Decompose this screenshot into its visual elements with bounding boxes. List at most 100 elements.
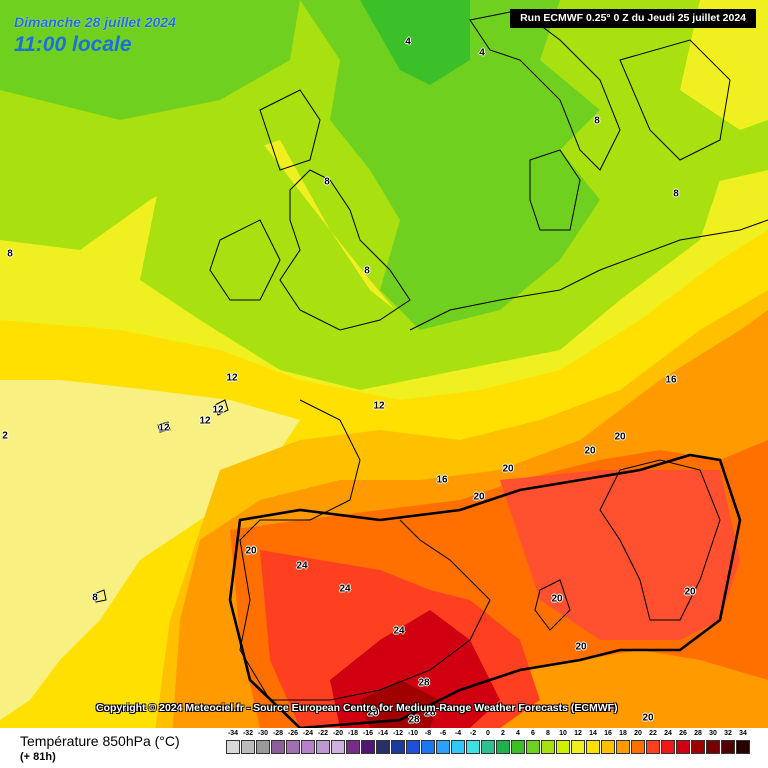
legend-title: Température 850hPa (°C) <box>20 733 180 749</box>
forecast-date: Dimanche 28 juillet 2024 <box>14 14 176 30</box>
scale-tick-label: 14 <box>589 730 597 737</box>
scale-swatch <box>736 740 750 754</box>
scale-swatch <box>226 740 240 754</box>
scale-tick-label: 26 <box>679 730 687 737</box>
temp-band-8 <box>140 140 730 390</box>
isotherm-label: 28 <box>418 677 430 689</box>
isotherm-label: 12 <box>373 400 385 412</box>
isotherm-label: 12 <box>212 404 224 416</box>
scale-tick-label: 4 <box>516 730 520 737</box>
isotherm-label: 20 <box>473 491 485 503</box>
scale-swatch <box>496 740 510 754</box>
scale-swatch <box>586 740 600 754</box>
scale-swatch <box>481 740 495 754</box>
scale-tick-label: 34 <box>739 730 747 737</box>
scale-swatch <box>631 740 645 754</box>
scale-swatch <box>286 740 300 754</box>
isotherm-label: 28 <box>408 714 420 726</box>
forecast-local-time: 11:00 locale <box>14 33 132 56</box>
scale-tick-label: 0 <box>486 730 490 737</box>
scale-tick-label: -24 <box>302 730 314 737</box>
scale-tick-label: -6 <box>439 730 447 737</box>
scale-swatch <box>316 740 330 754</box>
scale-swatch <box>436 740 450 754</box>
scale-swatch <box>676 740 690 754</box>
scale-tick-label: -32 <box>242 730 254 737</box>
scale-swatch <box>361 740 375 754</box>
scale-tick-label: -2 <box>469 730 477 737</box>
scale-swatch <box>646 740 660 754</box>
scale-tick-label: -12 <box>392 730 404 737</box>
scale-tick-label: 32 <box>724 730 732 737</box>
isotherm-label: 8 <box>364 265 370 277</box>
scale-swatch <box>706 740 720 754</box>
isotherm-label: 20 <box>245 545 257 557</box>
isotherm-label: 12 <box>199 415 211 427</box>
scale-swatch <box>571 740 585 754</box>
scale-tick-label: -28 <box>272 730 284 737</box>
scale-swatch <box>331 740 345 754</box>
scale-tick-label: -8 <box>424 730 432 737</box>
scale-tick-label: 24 <box>664 730 672 737</box>
model-run-info: Run ECMWF 0.25° 0 Z du Jeudi 25 juillet … <box>510 9 756 28</box>
isotherm-label: 8 <box>324 176 330 188</box>
scale-swatch <box>421 740 435 754</box>
isotherm-label: 24 <box>339 583 351 595</box>
scale-tick-label: -34 <box>227 730 239 737</box>
isotherm-label: 4 <box>405 36 411 48</box>
isotherm-label: 20 <box>684 586 696 598</box>
lead-time: (+ 81h) <box>20 751 56 763</box>
scale-swatch <box>511 740 525 754</box>
scale-tick-label: -14 <box>377 730 389 737</box>
scale-swatch <box>691 740 705 754</box>
isotherm-label: 16 <box>436 474 448 486</box>
scale-tick-label: 22 <box>649 730 657 737</box>
isotherm-label: 20 <box>367 707 379 719</box>
scale-tick-label: -30 <box>257 730 269 737</box>
isotherm-20-contour <box>228 453 742 728</box>
temp-band-12-ocean <box>0 380 300 720</box>
scale-swatch <box>376 740 390 754</box>
temp-band-22-italy <box>500 470 740 640</box>
scale-swatch <box>721 740 735 754</box>
color-scale: -34 -32 -30 -28 -26 -24 -22 -20 -18 -16 -14 -12 -10-… <box>226 728 754 764</box>
scale-swatch <box>256 740 270 754</box>
scale-swatch <box>556 740 570 754</box>
isotherm-label: 16 <box>665 374 677 386</box>
scale-tick-label: 28 <box>694 730 702 737</box>
isotherm-label: 12 <box>158 422 170 434</box>
scale-tick-label: -26 <box>287 730 299 737</box>
scale-swatch <box>601 740 615 754</box>
temp-band-4 <box>300 0 600 330</box>
scale-tick-label: -20 <box>332 730 344 737</box>
scale-swatch <box>616 740 630 754</box>
coastlines <box>93 9 768 701</box>
scale-tick-label: 20 <box>634 730 642 737</box>
isotherm-label: 20 <box>584 445 596 457</box>
isotherm-label: 8 <box>594 115 600 127</box>
scale-swatch <box>271 740 285 754</box>
temp-band-4-west <box>0 0 300 120</box>
scale-swatch <box>661 740 675 754</box>
scale-tick-label: 12 <box>574 730 582 737</box>
scale-tick-label: 2 <box>501 730 505 737</box>
scale-swatch <box>301 740 315 754</box>
scale-swatch <box>346 740 360 754</box>
isotherm-label: 8 <box>673 188 679 200</box>
scale-swatch <box>406 740 420 754</box>
legend-footer: Température 850hPa (°C) (+ 81h) -34 -32 -3… <box>0 728 768 768</box>
isotherm-label: 20 <box>614 431 626 443</box>
isotherm-label: 2 <box>2 430 8 442</box>
isotherm-label: 4 <box>479 47 485 59</box>
isotherm-label: 8 <box>7 248 13 260</box>
temp-band-2 <box>360 0 470 85</box>
scale-swatch <box>466 740 480 754</box>
scale-tick-label: 6 <box>531 730 535 737</box>
isotherm-label: 24 <box>393 625 405 637</box>
isotherm-label: 20 <box>642 712 654 724</box>
isotherm-label: 28 <box>424 707 436 719</box>
scale-tick-label: -10 <box>407 730 419 737</box>
scale-tick-label: 18 <box>619 730 627 737</box>
scale-tick-label: -16 <box>362 730 374 737</box>
scale-tick-label: 8 <box>546 730 550 737</box>
